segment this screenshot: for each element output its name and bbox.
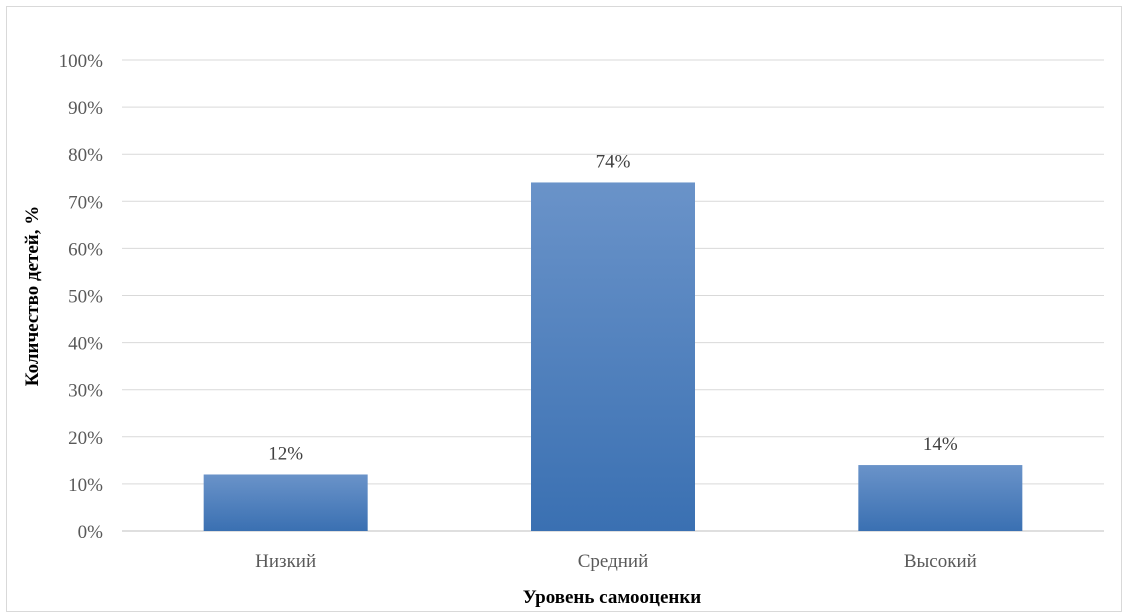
y-tick-label: 80%	[68, 145, 103, 166]
y-tick-label: 40%	[68, 334, 103, 355]
y-tick-label: 60%	[68, 239, 103, 260]
bar-2	[531, 182, 695, 531]
x-category-label: Средний	[578, 551, 649, 572]
x-category-label: Высокий	[904, 551, 977, 572]
data-label: 14%	[923, 434, 958, 455]
y-tick-label: 50%	[68, 287, 103, 308]
x-axis-title: Уровень самооценки	[523, 587, 702, 608]
y-tick-label: 0%	[78, 522, 104, 543]
bar-3	[858, 465, 1023, 531]
y-tick-label: 20%	[68, 428, 103, 449]
y-axis-title: Количество детей, %	[22, 206, 43, 386]
y-tick-label: 30%	[68, 381, 103, 402]
y-tick-label: 10%	[68, 475, 103, 496]
data-label: 74%	[596, 151, 631, 172]
y-tick-label: 70%	[68, 192, 103, 213]
y-tick-label: 100%	[59, 51, 104, 72]
bar-1	[203, 474, 368, 531]
x-category-label: Низкий	[255, 551, 316, 572]
data-label: 12%	[268, 443, 303, 464]
y-tick-label: 90%	[68, 98, 103, 119]
labels: 0% 10% 20% 30% 40% 50% 60% 70% 80% 90% 100% 12% Низк…	[59, 51, 977, 572]
bars	[203, 182, 1023, 531]
